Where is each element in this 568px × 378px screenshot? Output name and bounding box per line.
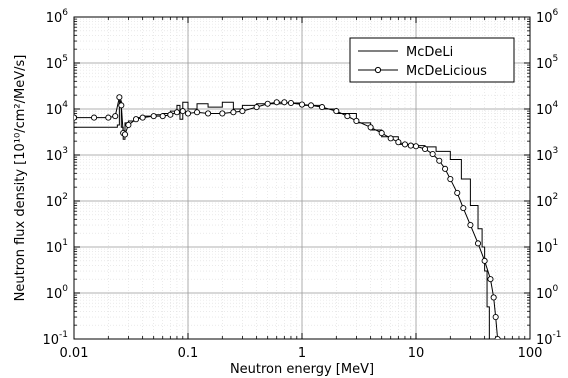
- series-layer: [74, 94, 501, 339]
- series-mcdelicious-point: [492, 313, 499, 321]
- series-mcdelicious-point: [442, 165, 449, 172]
- y-tick-label-right: 104: [536, 100, 559, 118]
- series-mcdelicious-point: [460, 205, 467, 212]
- series-mcdelicious-point: [205, 110, 212, 117]
- series-mcdelicious-point: [273, 99, 280, 106]
- series-mcdelicious-point: [167, 111, 174, 118]
- series-mcdelicious-point: [487, 276, 494, 283]
- y-tick-label-left: 104: [46, 100, 69, 118]
- y-tick-label-right: 103: [536, 146, 558, 164]
- series-mcdelicious-point: [421, 145, 429, 153]
- series-mcdelicious-point: [378, 129, 385, 137]
- axis-ticks: [73, 16, 531, 340]
- series-mcdelicious-point: [116, 94, 123, 101]
- series-mcdelicious-point: [139, 114, 146, 121]
- y-tick-label-left: 103: [46, 146, 68, 164]
- series-mcdelicious-point: [184, 110, 192, 117]
- major-grid: [74, 17, 530, 339]
- y-tick-label-right: 10-1: [536, 330, 562, 348]
- series-mcdelicious-line: [74, 97, 499, 339]
- series-mcdelicious-point: [474, 240, 482, 247]
- series-mcdelicious-point: [412, 143, 420, 150]
- legend-label-mcdelicious: McDeLicious: [406, 64, 487, 79]
- series-mcdelicious-point: [367, 124, 374, 131]
- y-tick-label-right: 101: [536, 238, 558, 256]
- series-mcdelicious-point: [467, 221, 474, 229]
- y-tick-labels-right: 10-1 100 101 102 103 104 105 106: [536, 8, 562, 348]
- series-mcdelicious-point: [112, 113, 119, 120]
- x-tick-label: 1: [298, 346, 306, 361]
- series-mcdelicious-point: [173, 109, 180, 116]
- y-tick-label-right: 100: [536, 284, 559, 302]
- y-axis-label: Neutron flux density [10¹⁰/cm²/MeV/s]: [13, 55, 28, 302]
- series-mcdelicious-point: [150, 113, 157, 120]
- series-mcdelicious-point: [159, 113, 166, 120]
- series-mcdelicious-point: [91, 114, 98, 121]
- series-mcdelicious-point: [447, 175, 454, 183]
- y-tick-label-right: 102: [536, 192, 558, 210]
- y-tick-label-left: 100: [46, 284, 69, 302]
- series-mcdelicious-point: [253, 104, 260, 111]
- series-mcdelicious-point: [344, 113, 351, 120]
- series-mcdelicious-point: [481, 257, 488, 264]
- series-mcdelicious-point: [307, 102, 315, 109]
- series-mcdelicious-point: [490, 294, 497, 301]
- series-mcdelicious-point: [179, 108, 186, 115]
- legend-label-mcdeli: McDeLi: [406, 45, 453, 60]
- series-mcdelicious-point: [298, 101, 306, 108]
- series-mcdelicious-point: [121, 131, 129, 138]
- x-tick-labels: 0.01 0.1 1 10 100: [60, 346, 543, 361]
- series-mcdelicious-point: [494, 335, 501, 339]
- y-tick-label-left: 10-1: [42, 330, 68, 348]
- series-mcdeli-line: [74, 100, 490, 339]
- x-tick-label: 10: [408, 346, 425, 361]
- legend-marker-mcdelicious: [374, 66, 382, 74]
- y-tick-label-left: 102: [46, 192, 68, 210]
- series-mcdelicious-point: [239, 108, 246, 115]
- series-mcdelicious-point: [436, 157, 443, 164]
- y-tick-label-left: 101: [46, 238, 68, 256]
- series-mcdelicious-point: [287, 99, 295, 107]
- y-tick-label-right: 105: [536, 54, 558, 72]
- series-mcdelicious-point: [353, 117, 360, 124]
- series-mcdelicious-point: [132, 116, 140, 123]
- series-mcdelicious-point: [395, 139, 402, 146]
- legend: McDeLi McDeLicious: [349, 37, 515, 83]
- series-mcdelicious-point: [105, 114, 112, 121]
- y-tick-label-left: 106: [46, 8, 69, 26]
- y-tick-label-left: 105: [46, 54, 68, 72]
- series-mcdelicious-point: [319, 104, 326, 111]
- series-mcdelicious-point: [429, 150, 436, 158]
- series-mcdelicious-point: [125, 121, 132, 128]
- x-tick-label: 0.1: [178, 346, 199, 361]
- series-mcdelicious-point: [230, 109, 237, 116]
- series-mcdelicious-point: [387, 135, 394, 142]
- series-mcdelicious-point: [118, 102, 125, 109]
- y-tick-labels-left: 10-1 100 101 102 103 104 105 106: [42, 8, 68, 348]
- x-axis-label: Neutron energy [MeV]: [230, 362, 374, 377]
- y-tick-label-right: 106: [536, 8, 559, 26]
- x-tick-label: 0.01: [60, 346, 89, 361]
- series-mcdelicious-point: [193, 109, 201, 116]
- series-mcdelicious-point: [219, 110, 226, 117]
- legend-box: [349, 37, 515, 83]
- series-mcdelicious-point: [74, 114, 78, 121]
- series-mcdelicious-point: [264, 100, 271, 107]
- x-tick-label: 100: [518, 346, 543, 361]
- series-mcdelicious-point: [401, 141, 409, 148]
- series-mcdelicious-point: [454, 189, 461, 196]
- series-mcdelicious-point: [407, 142, 414, 149]
- series-mcdelicious-point: [333, 108, 340, 115]
- series-mcdelicious-point: [281, 99, 288, 106]
